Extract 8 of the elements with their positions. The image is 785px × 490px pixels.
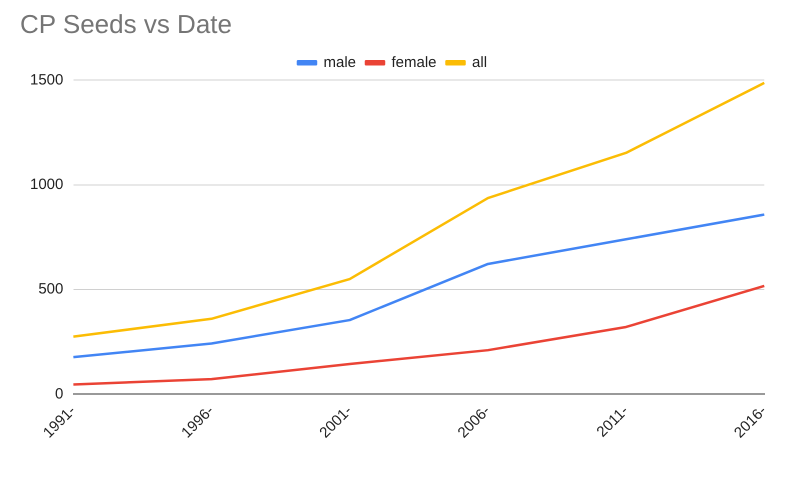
chart-title: CP Seeds vs Date — [20, 8, 232, 39]
legend-label: female — [391, 54, 437, 71]
y-tick-label: 1000 — [30, 176, 64, 193]
y-tick-label: 1500 — [30, 71, 64, 88]
y-tick-label: 500 — [38, 280, 64, 298]
legend-label: male — [323, 54, 356, 71]
legend-label: all — [472, 54, 488, 71]
y-tick-label: 0 — [55, 385, 64, 402]
